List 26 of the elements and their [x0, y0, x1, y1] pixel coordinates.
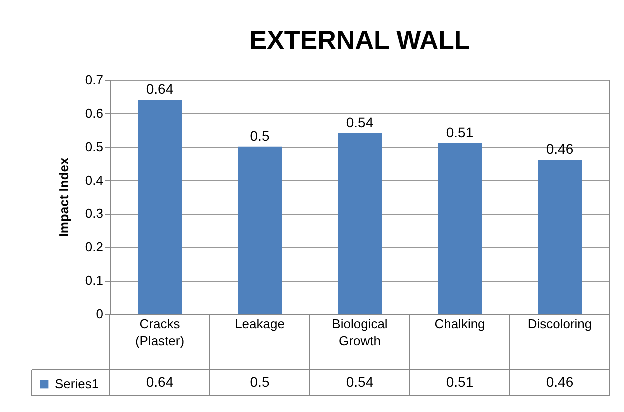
annotation: 0.51	[446, 124, 474, 141]
x-tick-label: Discoloring	[528, 316, 592, 332]
data-label: 0.64	[146, 374, 174, 390]
data-label: 0.51	[446, 374, 474, 390]
data-label: 0.54	[346, 374, 374, 390]
data-label: 0.5	[250, 374, 270, 390]
x-tick-label: Cracks (Plaster)	[135, 316, 185, 348]
chart-title: EXTERNAL WALL	[250, 25, 470, 55]
data-label: 0.46	[546, 374, 574, 390]
annotation: 0.46	[546, 141, 574, 158]
y-tick-label: 0.1	[85, 273, 104, 288]
annotation: 0.5	[250, 128, 270, 144]
y-tick-label: 0.7	[85, 72, 104, 88]
y-axis-title: Impact Index	[56, 157, 72, 238]
x-tick-label: Chalking	[434, 316, 486, 332]
y-tick-label: 0.4	[85, 172, 104, 188]
annotation: 0.64	[146, 81, 174, 98]
y-tick-label: 0.5	[85, 139, 104, 154]
y-tick-label: 0.3	[85, 206, 104, 222]
y-tick-label: 0	[96, 306, 104, 322]
annotation: 0.54	[346, 114, 374, 130]
x-tick-label: Biological Growth	[332, 316, 388, 348]
x-tick-label: Leakage	[235, 316, 285, 332]
y-tick-label: 0.6	[85, 106, 104, 121]
y-tick-label: 0.2	[85, 240, 104, 255]
legend-label: Series1	[55, 376, 100, 392]
